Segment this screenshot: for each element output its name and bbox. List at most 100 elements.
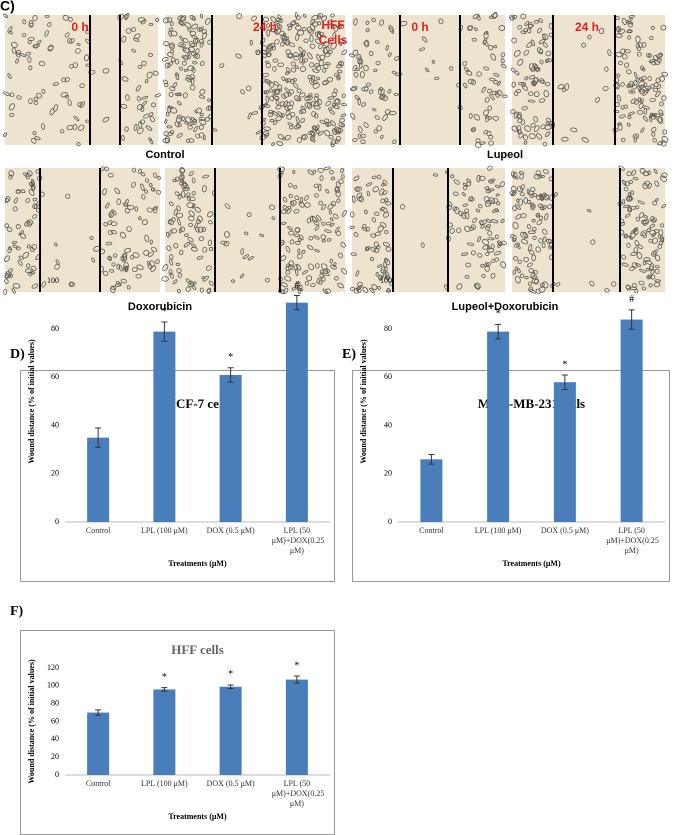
cell	[11, 240, 18, 244]
cell	[494, 208, 499, 213]
cell	[456, 227, 462, 233]
cell	[273, 21, 280, 25]
cell	[642, 171, 650, 177]
bar	[285, 302, 308, 522]
cell	[333, 88, 338, 94]
cell	[144, 189, 149, 194]
cell	[327, 49, 333, 55]
cell	[309, 131, 315, 136]
cell	[338, 122, 344, 128]
cell	[379, 19, 385, 26]
cell	[520, 238, 529, 245]
cell	[621, 179, 627, 186]
cell	[554, 192, 558, 197]
cell	[421, 36, 428, 43]
cell	[103, 270, 109, 276]
cell	[282, 196, 288, 203]
cell	[185, 77, 191, 83]
time-label: 0 h	[71, 20, 88, 34]
cell	[485, 251, 490, 256]
bar	[487, 331, 510, 522]
cell	[387, 52, 392, 57]
cell	[545, 117, 552, 123]
cell	[545, 50, 552, 57]
cell	[32, 15, 38, 22]
cell	[540, 174, 545, 179]
cell	[543, 90, 549, 98]
cell	[470, 127, 477, 133]
cell	[201, 32, 208, 40]
cell	[176, 205, 181, 211]
cell	[483, 66, 490, 71]
significance-mark: *	[562, 359, 567, 370]
cell	[288, 260, 295, 267]
cell	[202, 174, 210, 179]
cell	[166, 125, 173, 129]
cell	[378, 188, 385, 196]
cell	[293, 124, 302, 130]
cell	[461, 192, 466, 197]
cell	[617, 25, 622, 33]
cell	[200, 13, 204, 19]
cell	[383, 211, 390, 218]
cell	[449, 66, 454, 71]
significance-mark: #	[629, 294, 634, 305]
cell	[161, 57, 169, 62]
cell	[514, 275, 521, 284]
cell	[334, 276, 339, 281]
cell	[355, 285, 363, 291]
cell	[290, 61, 296, 67]
cell	[531, 278, 540, 284]
x-tick-wrap: DOX (0.5 μM)	[207, 779, 255, 788]
cell	[538, 286, 546, 293]
cell	[626, 29, 633, 33]
cell	[152, 172, 158, 178]
cell	[294, 12, 298, 18]
cell	[137, 127, 144, 134]
cell	[392, 139, 397, 145]
cell	[178, 249, 184, 256]
cell	[570, 127, 578, 133]
cell	[27, 37, 35, 41]
cell	[377, 225, 384, 233]
cell	[178, 41, 184, 48]
cell	[189, 196, 196, 202]
cell	[373, 241, 379, 248]
cell	[205, 17, 211, 25]
cell	[322, 68, 327, 73]
cell	[329, 217, 334, 222]
cell	[182, 182, 189, 190]
cell	[236, 13, 243, 20]
cell	[620, 105, 625, 110]
cell	[268, 109, 274, 115]
cell	[293, 52, 299, 58]
cell	[318, 44, 323, 49]
cell	[328, 134, 334, 140]
cell	[471, 37, 477, 42]
cell	[105, 241, 113, 246]
cell	[620, 48, 627, 54]
cell	[520, 231, 527, 239]
cell	[193, 125, 199, 133]
cell	[199, 287, 204, 293]
cell	[476, 15, 481, 21]
cell	[41, 88, 46, 94]
cell	[13, 197, 19, 204]
cell	[102, 68, 110, 74]
cell	[479, 219, 487, 226]
cell	[314, 93, 319, 98]
cell	[498, 25, 506, 31]
cell	[121, 135, 125, 141]
cell	[355, 186, 362, 192]
cell	[123, 247, 132, 253]
cell	[182, 186, 190, 192]
error-bar	[293, 294, 300, 311]
cell	[616, 94, 622, 102]
cell	[635, 205, 640, 210]
cell	[154, 93, 161, 98]
cell	[431, 59, 435, 64]
x-tick-label: Control	[85, 779, 111, 788]
cell	[64, 94, 69, 99]
cell	[130, 181, 136, 188]
cell	[199, 41, 204, 48]
